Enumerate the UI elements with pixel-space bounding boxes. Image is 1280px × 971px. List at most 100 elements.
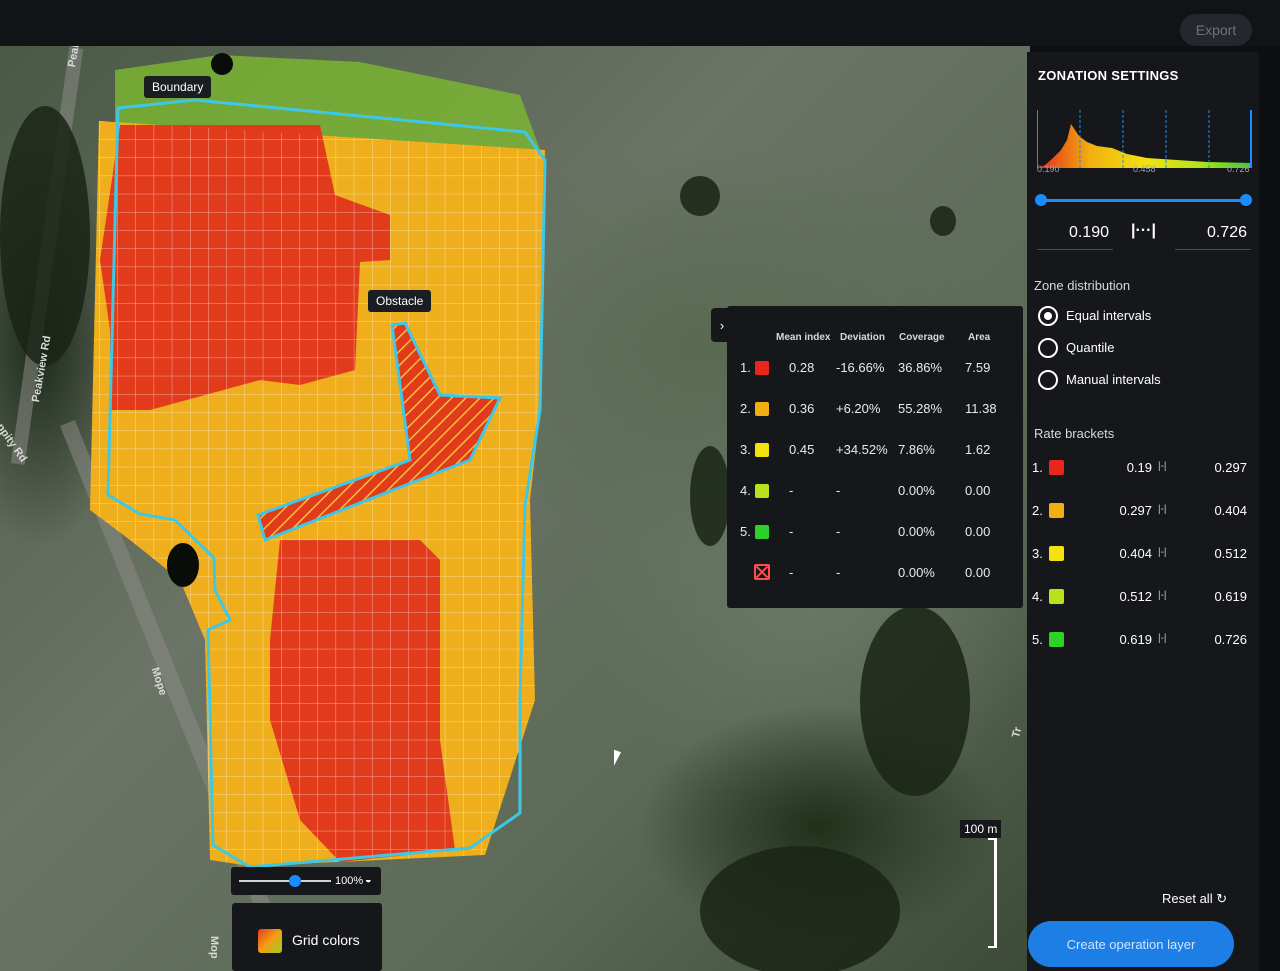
grid-colors-button[interactable]: Grid colors <box>232 903 382 971</box>
area: 1.62 <box>965 442 991 457</box>
stats-row: 2. 0.36 +6.20% 55.28% 11.38 <box>727 397 1023 421</box>
rate-bracket-row[interactable]: 4. 0.512 |-| 0.619 <box>1032 587 1252 609</box>
zoom-thumb[interactable] <box>289 875 301 887</box>
tree-cluster <box>860 606 970 796</box>
bracket-low-value[interactable]: 0.404 <box>1119 546 1152 561</box>
zone-statistics-panel: › Mean index Deviation Coverage Area 1. 0… <box>711 306 1023 608</box>
rate-bracket-row[interactable]: 2. 0.297 |-| 0.404 <box>1032 501 1252 523</box>
top-bar: Export <box>0 0 1280 46</box>
bracket-high-value[interactable]: 0.726 <box>1214 632 1247 647</box>
coverage: 55.28% <box>898 401 943 416</box>
deviation: +34.52% <box>836 442 888 457</box>
collapse-panel-button[interactable]: › <box>711 308 733 342</box>
bracket-number: 5. <box>1032 632 1043 647</box>
bracket-high-value[interactable]: 0.297 <box>1214 460 1247 475</box>
obstacle-area[interactable] <box>256 321 503 542</box>
bracket-range-icon: |-| <box>1158 461 1167 472</box>
zonation-settings-panel: ZONATION SETTINGS 0.190 0.458 0.726 0.19… <box>1027 52 1259 971</box>
row-number: 4. <box>740 483 751 498</box>
stats-row: 3. 0.45 +34.52% 7.86% 1.62 <box>727 438 1023 462</box>
range-min-input[interactable]: 0.190 <box>1037 222 1113 250</box>
bracket-low-value[interactable]: 0.297 <box>1119 503 1152 518</box>
mean-index: - <box>789 483 794 498</box>
boundary-handle[interactable] <box>211 53 233 75</box>
histogram-tick-mid: 0.458 <box>1133 164 1156 174</box>
radio-option[interactable]: Manual intervals <box>1038 370 1238 392</box>
row-number: 5. <box>740 524 751 539</box>
opacity-zoom-control[interactable]: 100% ◒ <box>231 867 381 895</box>
create-operation-layer-button[interactable]: Create operation layer <box>1028 921 1234 967</box>
mean-index: 0.28 <box>789 360 815 375</box>
coverage: 0.00% <box>898 565 935 580</box>
bracket-low-value[interactable]: 0.512 <box>1119 589 1152 604</box>
stats-row: - - 0.00% 0.00 <box>727 561 1023 585</box>
bracket-number: 2. <box>1032 503 1043 518</box>
histogram-tick-min: 0.190 <box>1037 164 1060 174</box>
rate-bracket-row[interactable]: 3. 0.404 |-| 0.512 <box>1032 544 1252 566</box>
export-button[interactable]: Export <box>1180 14 1252 46</box>
mean-index: - <box>789 565 794 580</box>
zoom-track[interactable] <box>239 880 331 882</box>
radio-icon[interactable] <box>1038 306 1058 326</box>
area: 11.38 <box>965 401 997 416</box>
reset-icon: ↻ <box>1216 891 1228 906</box>
field-boundary[interactable] <box>106 98 547 869</box>
reset-all-button[interactable]: Reset all ↻ <box>1162 891 1227 907</box>
pond <box>167 543 199 587</box>
header-area: Area <box>968 332 991 343</box>
bracket-number: 1. <box>1032 460 1043 475</box>
stats-row: 1. 0.28 -16.66% 36.86% 7.59 <box>727 356 1023 380</box>
deviation: - <box>836 524 841 539</box>
range-link-icon[interactable]: |···| <box>1131 222 1156 239</box>
coverage: 36.86% <box>898 360 943 375</box>
bracket-high-value[interactable]: 0.512 <box>1214 546 1247 561</box>
bracket-number: 3. <box>1032 546 1043 561</box>
radio-label: Quantile <box>1066 340 1115 355</box>
mean-index: 0.36 <box>789 401 815 416</box>
bracket-low-value[interactable]: 0.619 <box>1119 632 1152 647</box>
droplet-icon[interactable]: ◒ <box>365 874 372 886</box>
scale-tick <box>988 946 997 948</box>
chevron-right-icon: › <box>719 317 725 333</box>
scale-label: 100 m <box>960 820 1002 838</box>
rate-bracket-row[interactable]: 5. 0.619 |-| 0.726 <box>1032 630 1252 652</box>
radio-option[interactable]: Quantile <box>1038 338 1238 360</box>
bracket-high-value[interactable]: 0.404 <box>1214 503 1247 518</box>
scale-tick <box>988 838 997 840</box>
boundary-label: Boundary <box>144 76 212 98</box>
mouse-cursor-icon <box>614 749 621 769</box>
zonation-grid[interactable] <box>0 46 1030 971</box>
header-deviation: Deviation <box>840 332 886 343</box>
radio-icon[interactable] <box>1038 338 1058 358</box>
radio-icon[interactable] <box>1038 370 1058 390</box>
tree-cluster <box>700 846 900 971</box>
bracket-low-value[interactable]: 0.19 <box>1126 460 1152 475</box>
bracket-range-icon: |-| <box>1158 633 1167 644</box>
header-coverage: Coverage <box>899 332 945 343</box>
bracket-swatch <box>1049 589 1064 604</box>
bracket-range-icon: |-| <box>1158 547 1167 558</box>
zone-swatch <box>755 361 769 375</box>
range-max-input[interactable]: 0.726 <box>1175 222 1251 250</box>
radio-option[interactable]: Equal intervals <box>1038 306 1238 328</box>
bracket-swatch <box>1049 503 1064 518</box>
range-slider-max-knob[interactable] <box>1240 194 1252 206</box>
gradient-icon <box>258 929 282 953</box>
bracket-high-value[interactable]: 0.619 <box>1214 589 1247 604</box>
row-number: 3. <box>740 442 751 457</box>
rate-bracket-row[interactable]: 1. 0.19 |-| 0.297 <box>1032 458 1252 480</box>
range-slider-track[interactable] <box>1041 199 1246 202</box>
histogram-tick-max: 0.726 <box>1227 164 1250 174</box>
panel-title: ZONATION SETTINGS <box>1038 68 1179 83</box>
scale-bar: 100 m <box>958 820 1002 955</box>
zone-swatch <box>755 443 769 457</box>
zoom-value: 100% <box>335 875 364 887</box>
obstacle-x-icon <box>754 564 770 580</box>
area: 0.00 <box>965 524 991 539</box>
deviation: -16.66% <box>836 360 885 375</box>
rate-brackets-label: Rate brackets <box>1034 426 1115 441</box>
coverage: 0.00% <box>898 483 935 498</box>
range-slider-min-knob[interactable] <box>1035 194 1047 206</box>
area: 0.00 <box>965 483 991 498</box>
tree-cluster <box>680 176 720 216</box>
